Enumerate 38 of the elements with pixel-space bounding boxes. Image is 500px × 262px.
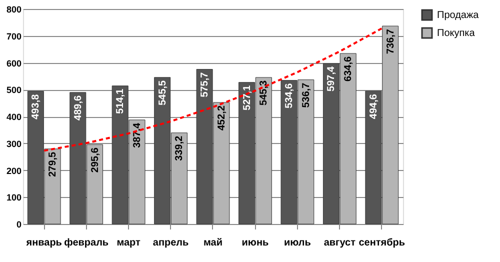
x-tick-label: май xyxy=(204,238,222,248)
y-tick-label: 800 xyxy=(6,4,22,14)
data-label: 527,1 xyxy=(242,84,253,110)
data-label: 339,2 xyxy=(174,135,186,161)
data-label: 295,6 xyxy=(90,147,101,173)
data-label: 493,8 xyxy=(30,94,42,120)
x-tick-label: февраль xyxy=(64,238,109,248)
data-label: 597,4 xyxy=(326,66,338,92)
y-tick-label: 400 xyxy=(6,112,22,122)
data-label: 514,1 xyxy=(115,88,126,114)
y-tick-label: 0 xyxy=(16,220,22,230)
y-tick-label: 300 xyxy=(6,138,22,149)
data-label: 575,7 xyxy=(200,72,211,98)
y-tick-label: 700 xyxy=(6,31,22,42)
y-tick-label: 600 xyxy=(6,58,22,68)
legend-label: Продажа xyxy=(437,10,480,21)
x-tick-label: январь xyxy=(26,238,62,248)
y-tick-label: 200 xyxy=(6,166,22,176)
x-tick-label: июнь xyxy=(242,238,269,248)
data-label: 634,6 xyxy=(343,56,354,82)
data-label: 545,3 xyxy=(258,80,270,106)
x-tick-label: сентябрь xyxy=(358,238,406,248)
data-label: 452,2 xyxy=(216,105,228,131)
legend-label: Покупка xyxy=(437,28,476,39)
x-tick-label: апрель xyxy=(152,238,189,248)
x-tick-label: июль xyxy=(284,238,311,248)
data-label: 387,4 xyxy=(132,122,143,148)
data-label: 534,6 xyxy=(284,82,295,108)
data-label: 736,7 xyxy=(385,28,396,54)
data-label: 489,6 xyxy=(72,94,84,120)
y-tick-label: 500 xyxy=(6,85,22,96)
x-tick-label: август xyxy=(324,238,356,248)
x-tick-label: март xyxy=(116,238,141,248)
data-label: 536,7 xyxy=(300,82,312,108)
data-label: 545,5 xyxy=(157,80,168,106)
data-label: 494,6 xyxy=(368,94,380,120)
y-tick-label: 100 xyxy=(6,192,22,203)
data-label: 279,5 xyxy=(48,151,59,177)
